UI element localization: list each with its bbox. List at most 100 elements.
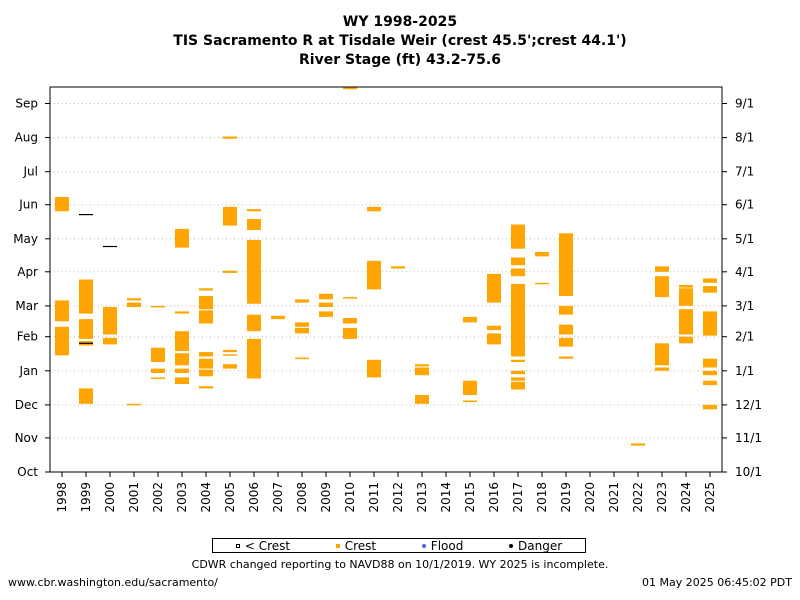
y-tick-label-month: Jan (19, 364, 39, 378)
crest-bar-2003 (175, 311, 189, 314)
crest-bar-2013 (415, 367, 429, 376)
x-tick-label-year: 2023 (655, 482, 669, 513)
legend-flood: Flood (421, 538, 464, 553)
crest-bar-2005 (223, 270, 237, 273)
crest-bar-2025 (703, 311, 717, 336)
legend-flood-label: Flood (430, 538, 464, 553)
y-tick-label-month: Apr (17, 265, 38, 279)
crest-bar-1999 (79, 319, 93, 339)
x-tick-label-year: 2017 (511, 482, 525, 513)
y-tick-label-date: 2/1 (735, 330, 754, 344)
y-tick-label-date: 8/1 (735, 131, 754, 145)
y-tick-label-month: Oct (17, 465, 38, 479)
crest-bar-2019 (559, 324, 573, 335)
x-tick-label-year: 2012 (391, 482, 405, 513)
crest-bar-2001 (127, 298, 141, 301)
y-tick-label-date: 7/1 (735, 165, 754, 179)
crest-bar-2004 (199, 310, 213, 324)
crest-bar-2012 (391, 266, 405, 269)
crest-bar-2005 (223, 364, 237, 369)
y-tick-label-month: Feb (17, 330, 38, 344)
crest-bar-2024 (679, 286, 693, 288)
crest-bar-2006 (247, 338, 261, 379)
crest-bar-2017 (511, 381, 525, 390)
x-tick-label-year: 2014 (439, 482, 453, 513)
crest-bar-2025 (703, 286, 717, 293)
crest-bar-2015 (463, 400, 477, 402)
crest-symbol-icon (335, 543, 340, 548)
y-tick-label-month: Jul (23, 165, 38, 179)
y-tick-label-date: 3/1 (735, 299, 754, 313)
crest-bar-2017 (511, 257, 525, 266)
crest-bar-2002 (151, 377, 165, 379)
source-url[interactable]: www.cbr.washington.edu/sacramento/ (8, 576, 218, 589)
x-tick-label-year: 2024 (679, 482, 693, 513)
crest-bar-2004 (199, 352, 213, 357)
legend-below-crest-label: < Crest (244, 538, 291, 553)
crest-bar-2018 (535, 252, 549, 257)
x-tick-label-year: 2008 (295, 482, 309, 513)
plot-frame (49, 86, 723, 473)
crest-bar-2016 (487, 333, 501, 345)
x-tick-label-year: 1999 (79, 482, 93, 513)
y-tick-label-month: Aug (15, 131, 38, 145)
x-tick-label-year: 2020 (583, 482, 597, 513)
x-tick-label-year: 2007 (271, 482, 285, 513)
y-tick-label-date: 10/1 (735, 465, 762, 479)
crest-bar-2019 (559, 356, 573, 359)
crest-bar-2005 (223, 206, 237, 226)
crest-bar-2013 (415, 395, 429, 404)
x-tick-label-year: 2016 (487, 482, 501, 513)
y-tick-label-month: Sep (15, 97, 38, 111)
crest-bar-2016 (487, 274, 501, 303)
crest-bar-2017 (511, 359, 525, 362)
y-tick-label-date: 1/1 (735, 364, 754, 378)
crest-bar-2005 (223, 349, 237, 353)
x-tick-label-year: 2005 (223, 482, 237, 513)
y-tick-label-date: 12/1 (735, 398, 762, 412)
x-tick-label-year: 2018 (535, 482, 549, 513)
crest-bar-2013 (415, 364, 429, 367)
x-tick-label-year: 2001 (127, 482, 141, 513)
crest-bar-2002 (151, 305, 165, 308)
crest-bar-2010 (343, 318, 357, 324)
generated-timestamp: 01 May 2025 06:45:02 PDT (642, 576, 792, 589)
crest-bar-2017 (511, 370, 525, 375)
crest-bar-2008 (295, 357, 309, 360)
crest-bar-2010 (343, 327, 357, 339)
y-tick-label-date: 4/1 (735, 265, 754, 279)
crest-bar-2006 (247, 219, 261, 230)
x-tick-label-year: 2022 (631, 482, 645, 513)
crest-bar-2025 (703, 370, 717, 376)
crest-bar-2010 (343, 297, 357, 299)
crest-bar-2005 (223, 354, 237, 356)
legend-danger-label: Danger (518, 538, 563, 553)
crest-bar-2011 (367, 206, 381, 212)
crest-bar-2010 (343, 87, 357, 90)
crest-bar-2024 (679, 285, 693, 287)
crest-bar-2011 (367, 260, 381, 290)
crest-bar-2017 (511, 283, 525, 357)
crest-bar-2002 (151, 347, 165, 362)
crest-bar-2019 (559, 233, 573, 296)
crest-bar-2019 (559, 337, 573, 347)
below-crest-symbol-icon (235, 543, 240, 548)
crest-bar-2015 (463, 316, 477, 323)
crest-bar-2001 (127, 403, 141, 406)
y-tick-label-month: Mar (15, 299, 38, 313)
y-tick-label-date: 6/1 (735, 198, 754, 212)
x-tick-label-year: 2025 (703, 482, 717, 513)
crest-bar-1998 (55, 197, 69, 212)
y-tick-label-month: Nov (15, 431, 38, 445)
crest-bar-1999 (79, 279, 93, 314)
crest-bar-2003 (175, 228, 189, 248)
chart-title-line-2: TIS Sacramento R at Tisdale Weir (crest … (173, 33, 627, 49)
crest-bar-2022 (631, 443, 645, 446)
x-tick-label-year: 2013 (415, 482, 429, 513)
y-tick-label-month: Jun (18, 198, 38, 212)
crest-bar-2009 (319, 311, 333, 317)
crest-bar-2025 (703, 278, 717, 283)
crest-bar-2000 (103, 337, 117, 345)
crest-bar-2011 (367, 359, 381, 378)
